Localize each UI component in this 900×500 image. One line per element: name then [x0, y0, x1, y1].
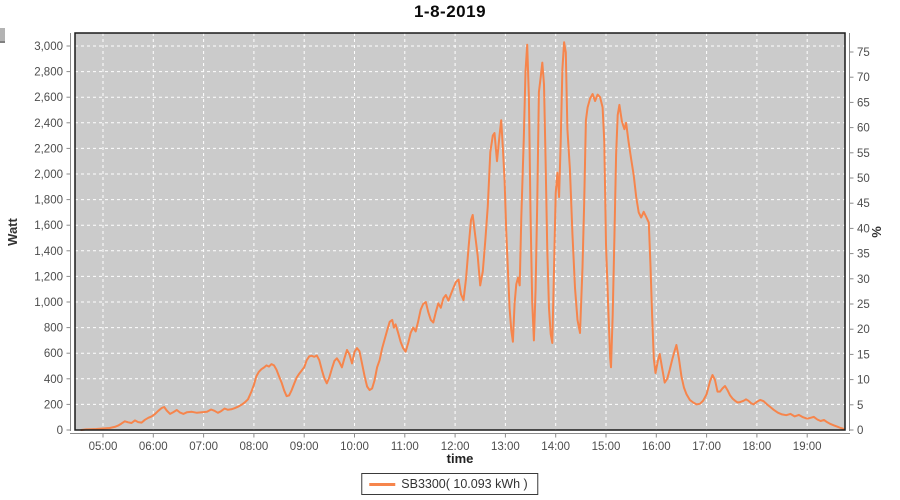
svg-text:1,400: 1,400 — [34, 246, 63, 258]
svg-text:13:00: 13:00 — [491, 441, 520, 453]
svg-text:05:00: 05:00 — [89, 441, 118, 453]
legend-line-swatch — [369, 482, 396, 486]
svg-text:65: 65 — [857, 97, 870, 109]
svg-text:10:00: 10:00 — [340, 441, 369, 453]
svg-text:20: 20 — [857, 324, 870, 336]
svg-text:06:00: 06:00 — [139, 441, 168, 453]
svg-text:2,800: 2,800 — [34, 67, 63, 79]
svg-text:15:00: 15:00 — [592, 441, 621, 453]
svg-text:time: time — [447, 451, 474, 466]
svg-text:45: 45 — [857, 198, 870, 210]
svg-text:08:00: 08:00 — [240, 441, 269, 453]
svg-text:07:00: 07:00 — [189, 441, 218, 453]
svg-text:1,600: 1,600 — [34, 220, 63, 232]
svg-text:0: 0 — [857, 425, 863, 437]
svg-text:12:00: 12:00 — [441, 441, 470, 453]
svg-text:70: 70 — [857, 72, 870, 84]
svg-text:5: 5 — [857, 400, 863, 412]
svg-text:35: 35 — [857, 249, 870, 261]
svg-text:2,600: 2,600 — [34, 92, 63, 104]
svg-text:Watt: Watt — [5, 217, 20, 245]
svg-text:11:00: 11:00 — [391, 441, 419, 453]
svg-text:16:00: 16:00 — [642, 441, 671, 453]
svg-text:10: 10 — [857, 375, 870, 387]
page-title: 1-8-2019 — [413, 2, 487, 21]
svg-text:1,000: 1,000 — [34, 297, 63, 309]
svg-text:75: 75 — [857, 47, 870, 59]
svg-text:600: 600 — [44, 348, 63, 360]
svg-text:25: 25 — [857, 299, 870, 311]
scrollbar-fragment — [0, 28, 5, 43]
svg-text:15: 15 — [857, 349, 870, 361]
svg-text:0: 0 — [57, 425, 63, 437]
svg-text:18:00: 18:00 — [743, 441, 772, 453]
svg-text:17:00: 17:00 — [692, 441, 721, 453]
legend-label: SB3300( 10.093 kWh ) — [401, 477, 528, 491]
legend: SB3300( 10.093 kWh ) — [361, 473, 539, 495]
svg-text:2,200: 2,200 — [34, 143, 63, 155]
svg-text:1,200: 1,200 — [34, 271, 63, 283]
svg-text:800: 800 — [44, 323, 63, 335]
svg-text:09:00: 09:00 — [290, 441, 319, 453]
svg-text:200: 200 — [44, 399, 63, 411]
svg-text:30: 30 — [857, 274, 870, 286]
svg-text:2,000: 2,000 — [34, 169, 63, 181]
svg-text:400: 400 — [44, 374, 63, 386]
svg-text:1,800: 1,800 — [34, 195, 63, 207]
svg-text:55: 55 — [857, 148, 870, 160]
svg-text:40: 40 — [857, 223, 870, 235]
svg-text:19:00: 19:00 — [793, 441, 822, 453]
svg-text:3,000: 3,000 — [34, 41, 63, 53]
svg-text:50: 50 — [857, 173, 870, 185]
svg-text:14:00: 14:00 — [541, 441, 570, 453]
svg-text:60: 60 — [857, 123, 870, 135]
svg-text:2,400: 2,400 — [34, 118, 63, 130]
svg-text:%: % — [869, 226, 884, 238]
